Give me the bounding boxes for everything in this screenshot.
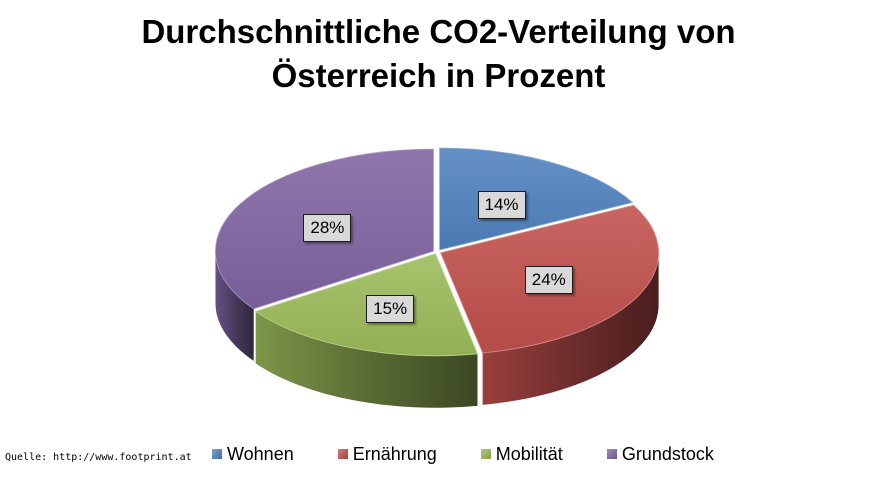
pie-side-mobilitaet bbox=[255, 311, 478, 408]
legend-item-ernaehrung: Ernährung bbox=[337, 443, 437, 465]
chart-title-line-2: Österreich in Prozent bbox=[271, 57, 606, 94]
data-label-mobilitaet: 15% bbox=[366, 294, 415, 323]
chart-title: Durchschnittliche CO2-Verteilung von Öst… bbox=[0, 10, 877, 98]
pie-side-ernaehrung bbox=[482, 252, 659, 405]
legend-swatch-ernaehrung bbox=[337, 449, 348, 459]
legend-label-wohnen: Wohnen bbox=[227, 443, 294, 464]
legend-item-mobilitaet: Mobilität bbox=[480, 443, 563, 465]
legend-swatch-grundstock bbox=[606, 449, 617, 459]
legend-label-mobilitaet: Mobilität bbox=[495, 443, 563, 464]
pie-sides bbox=[215, 251, 659, 408]
legend: Wohnen Ernährung Mobilität Grundstock bbox=[212, 442, 714, 466]
data-label-wohnen: 14% bbox=[477, 190, 526, 219]
pie-slice-wohnen bbox=[439, 147, 634, 251]
pie-side-grundstock bbox=[215, 251, 254, 361]
legend-label-grundstock: Grundstock bbox=[621, 443, 714, 464]
legend-swatch-mobilitaet bbox=[480, 449, 491, 459]
legend-item-grundstock: Grundstock bbox=[606, 443, 714, 465]
data-label-ernaehrung: 24% bbox=[524, 266, 573, 294]
legend-swatch-wohnen bbox=[212, 449, 222, 459]
data-label-grundstock: 28% bbox=[303, 213, 352, 242]
chart-title-line-1: Durchschnittliche CO2-Verteilung von bbox=[141, 13, 736, 50]
source-note: Quelle: http://www.footprint.at bbox=[5, 452, 192, 463]
legend-label-ernaehrung: Ernährung bbox=[352, 443, 437, 464]
legend-item-wohnen: Wohnen bbox=[212, 444, 294, 465]
pie-tops bbox=[215, 147, 659, 357]
